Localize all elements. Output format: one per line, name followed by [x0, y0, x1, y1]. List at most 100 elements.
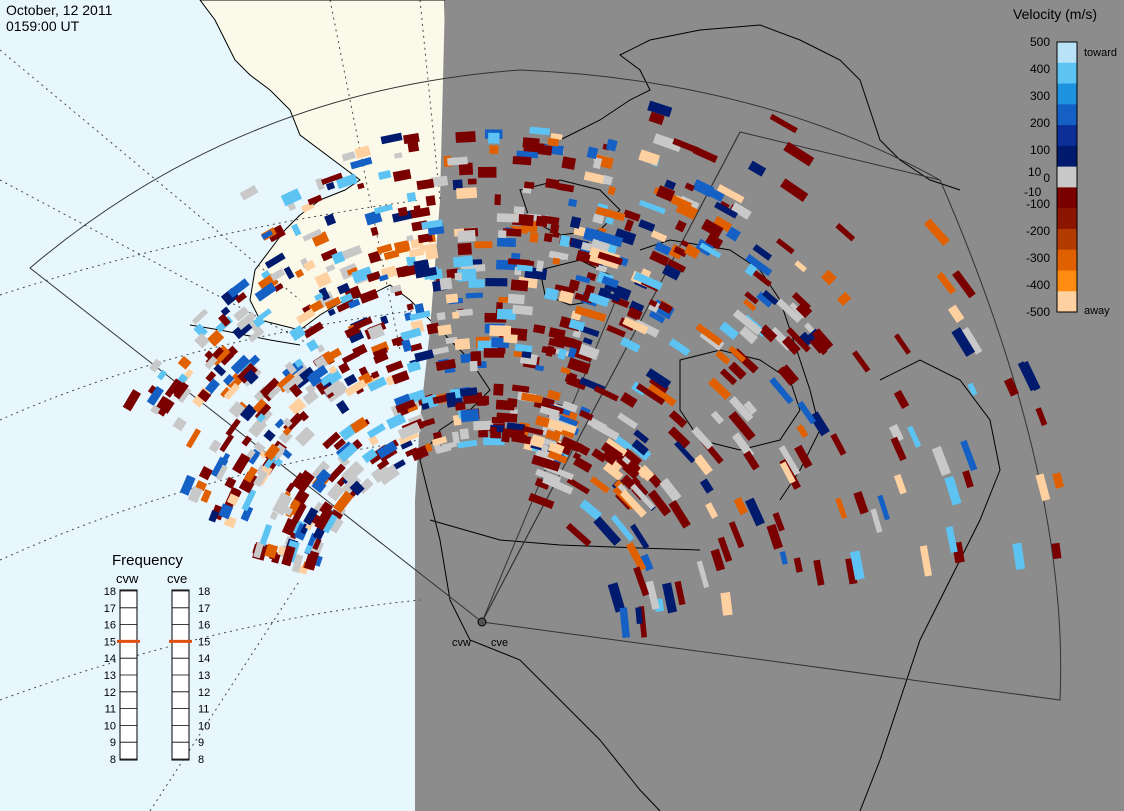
- velocity-cell: [424, 246, 439, 260]
- velocity-cell: [752, 244, 773, 261]
- velocity-cell: [631, 439, 649, 456]
- velocity-tick-label: -300: [1026, 251, 1050, 265]
- velocity-cell: [692, 179, 715, 198]
- velocity-cell: [285, 482, 295, 494]
- velocity-cell: [239, 184, 259, 201]
- velocity-cell: [870, 508, 883, 533]
- velocity-cell: [445, 392, 457, 405]
- velocity-cell: [324, 213, 337, 227]
- velocity-cell: [595, 206, 626, 222]
- velocity-cell: [701, 218, 724, 238]
- velocity-cell: [376, 440, 398, 459]
- velocity-cell: [680, 239, 689, 248]
- velocity-cell: [654, 241, 672, 256]
- velocity-cell: [294, 358, 304, 368]
- velocity-cell: [389, 284, 402, 294]
- velocity-cell: [638, 149, 661, 166]
- velocity-cell: [232, 452, 251, 475]
- velocity-cell: [592, 213, 605, 225]
- velocity-cell: [452, 311, 460, 319]
- velocity-cell: [569, 338, 583, 350]
- velocity-cell: [331, 251, 346, 265]
- velocity-cell: [366, 270, 382, 283]
- velocity-cell: [830, 433, 847, 456]
- velocity-cell: [745, 253, 773, 277]
- velocity-cell: [558, 290, 574, 304]
- frequency-gauges: 18 17 16 15 14 13 12 11 10 9 8 18 17 16 15 14 13 12 11 10 9 8: [104, 586, 211, 766]
- velocity-cell: [791, 292, 811, 311]
- velocity-tick-label: 10: [1028, 165, 1042, 179]
- velocity-cell: [547, 442, 564, 456]
- velocity-cell: [539, 405, 560, 418]
- velocity-cell: [373, 352, 389, 364]
- velocity-cell: [673, 245, 688, 258]
- velocity-cell: [261, 229, 274, 240]
- velocity-cell: [150, 404, 161, 415]
- velocity-cell: [575, 249, 592, 264]
- velocity-cell: [659, 477, 682, 503]
- velocity-cell: [732, 309, 763, 336]
- velocity-cell: [294, 268, 305, 279]
- velocity-swatch: [1057, 187, 1077, 209]
- velocity-cell: [552, 231, 560, 238]
- velocity-cell: [529, 231, 539, 243]
- velocity-cell: [522, 426, 544, 436]
- velocity-cell: [514, 343, 533, 353]
- velocity-cell: [392, 168, 412, 182]
- velocity-cell: [408, 247, 425, 258]
- velocity-cell: [569, 216, 582, 229]
- velocity-cell: [662, 264, 681, 281]
- velocity-cell: [350, 416, 369, 434]
- velocity-cell: [248, 319, 261, 333]
- velocity-cell: [350, 156, 373, 170]
- velocity-cell: [568, 279, 580, 291]
- velocity-cell: [457, 242, 472, 256]
- velocity-cell: [313, 355, 329, 371]
- velocity-cell: [579, 499, 602, 521]
- velocity-cell: [307, 194, 323, 206]
- velocity-cell: [1012, 542, 1026, 570]
- velocity-cell: [556, 182, 575, 193]
- velocity-cell: [315, 468, 332, 485]
- velocity-cell: [647, 383, 677, 407]
- velocity-cell: [370, 226, 379, 237]
- velocity-cell: [296, 308, 316, 325]
- velocity-cell: [586, 146, 599, 160]
- velocity-cell: [400, 440, 413, 450]
- velocity-tick-label: -10: [1024, 185, 1042, 199]
- velocity-cell: [232, 320, 253, 340]
- velocity-cell: [240, 505, 254, 522]
- velocity-cell: [893, 474, 907, 495]
- velocity-cell: [1035, 407, 1048, 427]
- velocity-title: Velocity (m/s): [1013, 6, 1097, 22]
- lat-lon-grid: [0, 0, 441, 811]
- velocity-cell: [194, 332, 210, 349]
- velocity-cell: [414, 303, 425, 314]
- velocity-cell: [542, 475, 574, 495]
- frequency-tick-label: 10: [104, 720, 116, 732]
- velocity-cell: [668, 410, 688, 429]
- velocity-cell: [533, 324, 546, 334]
- velocity-cell: [308, 364, 329, 383]
- velocity-cell: [243, 369, 259, 385]
- velocity-cell: [552, 256, 561, 265]
- velocity-cell: [374, 203, 393, 215]
- velocity-cell: [578, 343, 600, 361]
- velocity-cell: [225, 418, 241, 437]
- velocity-cell: [426, 322, 440, 335]
- velocity-cell: [543, 233, 553, 243]
- velocity-cell: [204, 355, 218, 370]
- velocity-cell: [227, 278, 250, 298]
- velocity-cell: [729, 396, 754, 423]
- velocity-cell: [421, 402, 430, 411]
- velocity-cell: [512, 304, 534, 316]
- velocity-cell: [619, 607, 631, 639]
- velocity-cell: [620, 489, 647, 518]
- velocity-cell: [406, 303, 414, 311]
- velocity-cell: [291, 553, 304, 573]
- velocity-cell: [622, 460, 642, 480]
- velocity-cell: [564, 371, 578, 385]
- velocity-cell: [404, 312, 413, 321]
- velocity-cell: [707, 377, 732, 400]
